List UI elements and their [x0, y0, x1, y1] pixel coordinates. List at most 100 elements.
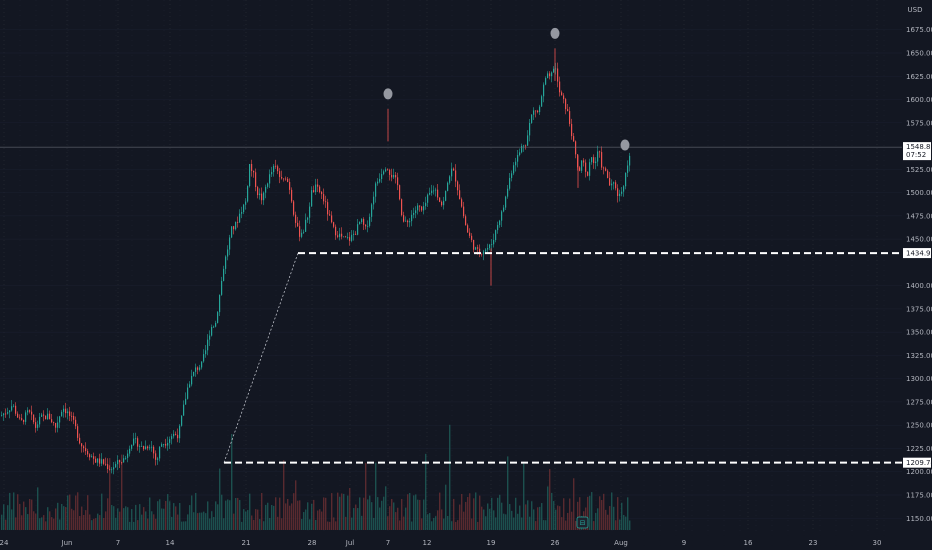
- volume-bar: [55, 508, 57, 530]
- candle-body: [405, 220, 407, 222]
- volume-bar: [83, 515, 85, 530]
- candle-body: [427, 194, 429, 203]
- volume-bar: [23, 501, 25, 530]
- candle-body: [333, 222, 335, 227]
- candle-body: [403, 215, 405, 222]
- candle-body: [169, 439, 171, 443]
- candle-body: [343, 236, 345, 238]
- volume-bar: [59, 519, 61, 530]
- marker-dot[interactable]: [383, 88, 393, 100]
- candle-body: [615, 182, 617, 189]
- candle-body: [457, 181, 459, 191]
- volume-bar: [379, 507, 381, 530]
- candle-body: [21, 418, 23, 420]
- volume-bar: [69, 494, 71, 530]
- volume-bar: [227, 499, 229, 530]
- candle-body: [519, 152, 521, 156]
- price-axis: USD 1675.00 1650.00 1625.00 1600.00 1575.00 1…: [902, 0, 932, 530]
- candle-body: [243, 204, 245, 213]
- volume-bar: [469, 493, 471, 530]
- marker-dot[interactable]: [620, 139, 630, 151]
- volume-bar: [335, 521, 337, 530]
- candle-body: [325, 201, 327, 203]
- volume-bar: [291, 503, 293, 530]
- volume-bar: [627, 497, 629, 530]
- volume-bar: [45, 521, 47, 530]
- chart-control-button[interactable]: ⊟: [576, 516, 589, 529]
- candle-body: [215, 322, 217, 327]
- volume-bar: [15, 517, 17, 530]
- candle-body: [277, 166, 279, 172]
- volume-bar: [461, 494, 463, 530]
- volume-bar: [405, 507, 407, 530]
- candle-body: [367, 225, 369, 227]
- volume-bar: [417, 499, 419, 530]
- volume-bar: [411, 521, 413, 530]
- countdown-value: 07:52: [906, 151, 926, 159]
- candle-body: [609, 177, 611, 186]
- volume-bar: [9, 492, 11, 530]
- volume-bar: [419, 499, 421, 530]
- candle-body: [433, 190, 435, 192]
- volume-bar: [5, 519, 7, 530]
- volume-bar: [139, 504, 141, 530]
- volume-bar: [25, 507, 27, 530]
- volume-bar: [89, 514, 91, 530]
- volume-bar: [19, 503, 21, 530]
- candle-body: [453, 168, 455, 171]
- candle-body: [163, 444, 165, 445]
- candle-body: [417, 205, 419, 211]
- volume-bar: [47, 507, 49, 530]
- candle-body: [99, 458, 101, 464]
- trend-line[interactable]: [223, 252, 299, 463]
- candle-body: [331, 215, 333, 223]
- marker-dot[interactable]: [550, 27, 560, 39]
- candle-body: [561, 92, 563, 96]
- candle-body: [147, 446, 149, 449]
- candle-body: [369, 216, 371, 226]
- volume-bar: [615, 520, 617, 530]
- x-tick-label: 28: [308, 539, 317, 547]
- y-tick-label: 1375.00: [906, 305, 932, 313]
- candle-body: [179, 425, 181, 439]
- candle-body: [475, 247, 477, 250]
- volume-bar: [67, 495, 69, 530]
- candle-body: [129, 448, 131, 454]
- candle-body: [51, 419, 53, 423]
- candle-body: [549, 73, 551, 77]
- volume-bar: [471, 518, 473, 530]
- candle-body: [271, 172, 273, 175]
- candle-body: [269, 174, 271, 184]
- volume-bar: [543, 520, 545, 530]
- candle-body: [477, 247, 479, 249]
- candle-body: [199, 367, 201, 370]
- candle-body: [425, 202, 427, 207]
- candle-body: [569, 111, 571, 124]
- y-tick-label: 1525.00: [906, 166, 932, 174]
- volume-bar: [399, 520, 401, 530]
- candle-body: [57, 422, 59, 428]
- candle-body: [379, 179, 381, 182]
- x-tick-label: 7: [386, 539, 390, 547]
- candle-body: [157, 458, 159, 460]
- volume-bar: [7, 505, 9, 530]
- volume-bar: [331, 493, 333, 530]
- candle-body: [619, 193, 621, 196]
- volume-bar: [155, 518, 157, 530]
- candle-body: [365, 224, 367, 227]
- volume-bar: [99, 515, 101, 530]
- candle-body: [355, 233, 357, 235]
- volume-bar: [147, 518, 149, 530]
- volume-bar: [529, 516, 531, 530]
- volume-bar: [493, 510, 495, 530]
- volume-bar: [531, 501, 533, 530]
- candle-body: [203, 354, 205, 362]
- candle-body: [443, 200, 445, 206]
- volume-bar: [349, 488, 351, 530]
- candle-body: [599, 151, 601, 153]
- volume-bar: [81, 506, 83, 530]
- candle-body: [93, 456, 95, 459]
- candle-body: [613, 182, 615, 184]
- volume-bar: [455, 521, 457, 530]
